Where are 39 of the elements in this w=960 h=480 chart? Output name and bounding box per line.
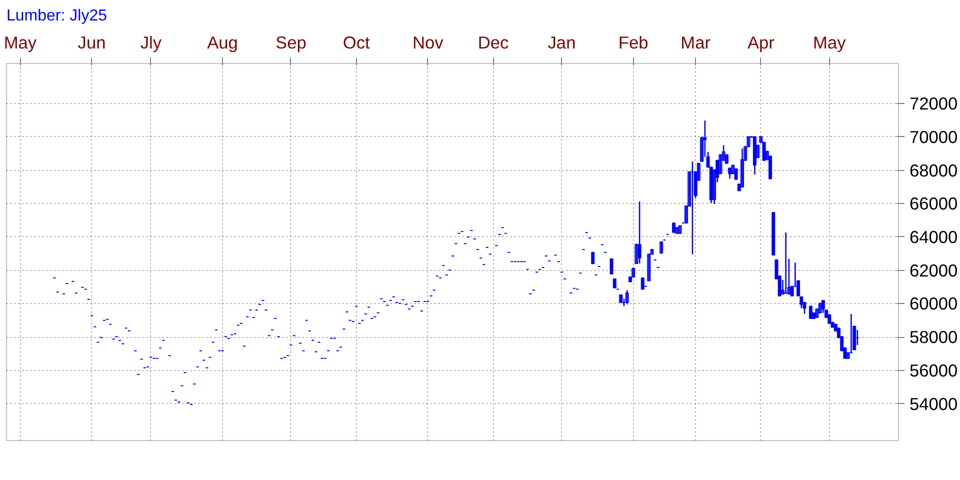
candlestick — [640, 277, 644, 290]
candlestick — [821, 300, 825, 314]
x-tick-label: Mar — [680, 32, 711, 52]
x-tick-label: Dec — [478, 32, 510, 52]
y-tick-label: 68000 — [910, 160, 958, 180]
x-tick-label: Jun — [78, 32, 106, 52]
candlestick — [591, 252, 595, 264]
y-tick-label: 56000 — [910, 360, 958, 380]
x-tick-label: Oct — [342, 32, 370, 52]
candlestick — [660, 241, 664, 254]
candlestick — [625, 290, 629, 306]
x-tick-label: Nov — [412, 32, 444, 52]
candlestick — [808, 306, 812, 320]
candlestick — [610, 258, 614, 275]
candlestick — [728, 167, 732, 180]
candlestick — [818, 302, 822, 314]
x-tick-label: Apr — [747, 32, 775, 52]
y-tick-label: 54000 — [910, 394, 958, 414]
x-tick-label: May — [4, 32, 37, 52]
y-tick-label: 64000 — [910, 226, 958, 247]
y-tick-label: 70000 — [910, 126, 958, 147]
x-tick-label: Jan — [548, 32, 576, 52]
chart-title: Lumber: Jly25 — [6, 8, 108, 24]
candlestick — [612, 278, 616, 290]
x-tick-label: May — [813, 32, 846, 52]
y-tick-label: 66000 — [910, 194, 958, 214]
candlestick — [740, 148, 744, 188]
x-tick-label: Jly — [140, 32, 162, 52]
x-tick-label: Aug — [207, 32, 238, 52]
y-tick-label: 58000 — [910, 327, 958, 348]
candlestick — [734, 168, 738, 180]
candlestick — [638, 200, 642, 264]
y-tick-label: 62000 — [910, 260, 958, 280]
candlestick — [632, 268, 636, 278]
x-tick-label: Feb — [618, 32, 648, 52]
y-tick-label: 72000 — [910, 94, 958, 114]
candlestick — [672, 222, 676, 233]
x-tick-label: Sep — [276, 32, 306, 52]
y-tick-label: 60000 — [910, 294, 958, 314]
